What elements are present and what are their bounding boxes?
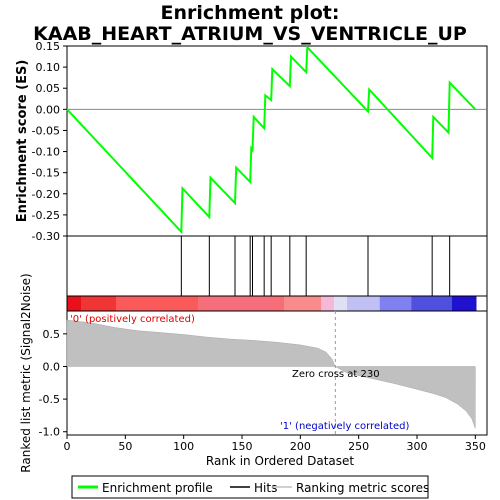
heatmap-segment [347, 296, 380, 311]
es-ytick-label: -0.20 [32, 188, 60, 201]
es-ytick-label: -0.15 [32, 167, 60, 180]
x-tick-label: 0 [64, 440, 71, 453]
heatmap-segment [81, 296, 116, 311]
zero-cross-label: Zero cross at 230 [292, 369, 380, 380]
metric-panel-frame [66, 310, 488, 436]
ranking-heatmap [67, 296, 477, 311]
enrichment-profile-line [66, 44, 477, 235]
heatmap-segment [116, 296, 199, 311]
chart-title-line1: Enrichment plot: [160, 2, 340, 24]
x-axis-label: Rank in Ordered Dataset [206, 454, 354, 468]
x-tick-label: 50 [118, 440, 132, 453]
heatmap-segment [321, 296, 335, 311]
es-ytick-label: 0.10 [36, 61, 61, 74]
es-ytick-label: -0.05 [32, 124, 60, 137]
hits-panel-frame [66, 235, 488, 297]
heatmap-segment [198, 296, 284, 311]
legend-metric-label: Ranking metric scores [296, 481, 429, 495]
es-ytick-label: -0.10 [32, 146, 60, 159]
heatmap-segment [67, 296, 81, 311]
x-tick-label: 350 [465, 440, 486, 453]
es-ytick-label: 0.05 [36, 82, 61, 95]
hits-group [180, 236, 451, 296]
metric-ytick-label: -0.5 [39, 393, 60, 406]
x-axis-ticks: 0 50 100 150 200 250 300 350 [64, 435, 486, 453]
ranking-metric-area [66, 319, 476, 429]
chart-title-line2: KAAB_HEART_ATRIUM_VS_VENTRICLE_UP [33, 23, 467, 45]
x-tick-label: 100 [173, 440, 194, 453]
positive-label: '0' (positively correlated) [70, 314, 195, 325]
x-tick-label: 300 [407, 440, 428, 453]
heatmap-segment [452, 296, 477, 311]
es-ticks: 0.15 0.10 0.05 0.00 -0.05 -0.10 -0.15 -0.20 -0.2… [32, 40, 67, 243]
x-tick-label: 200 [290, 440, 311, 453]
metric-ticks: 0.5 0.0 -0.5 -1.0 [39, 328, 67, 439]
x-tick-label: 150 [232, 440, 253, 453]
es-ytick-label: 0.00 [36, 103, 61, 116]
es-ylabel: Enrichment score (ES) [15, 60, 30, 223]
heatmap-segment [334, 296, 347, 311]
es-ytick-label: -0.25 [32, 209, 60, 222]
legend-hits-label: Hits [254, 481, 277, 495]
heatmap-segment [284, 296, 322, 311]
negative-label: '1' (negatively correlated) [280, 421, 409, 432]
legend-enrichment-label: Enrichment profile [102, 481, 213, 495]
heatmap-segment [379, 296, 412, 311]
x-tick-label: 250 [348, 440, 369, 453]
metric-ylabel: Ranked list metric (Signal2Noise) [19, 273, 33, 472]
metric-ytick-label: 0.0 [43, 360, 61, 373]
heatmap-segment [411, 296, 452, 311]
metric-ytick-label: 0.5 [43, 328, 61, 341]
es-ytick-label: 0.15 [36, 40, 61, 53]
metric-ytick-label: -1.0 [39, 426, 60, 439]
es-ytick-label: -0.30 [32, 230, 60, 243]
